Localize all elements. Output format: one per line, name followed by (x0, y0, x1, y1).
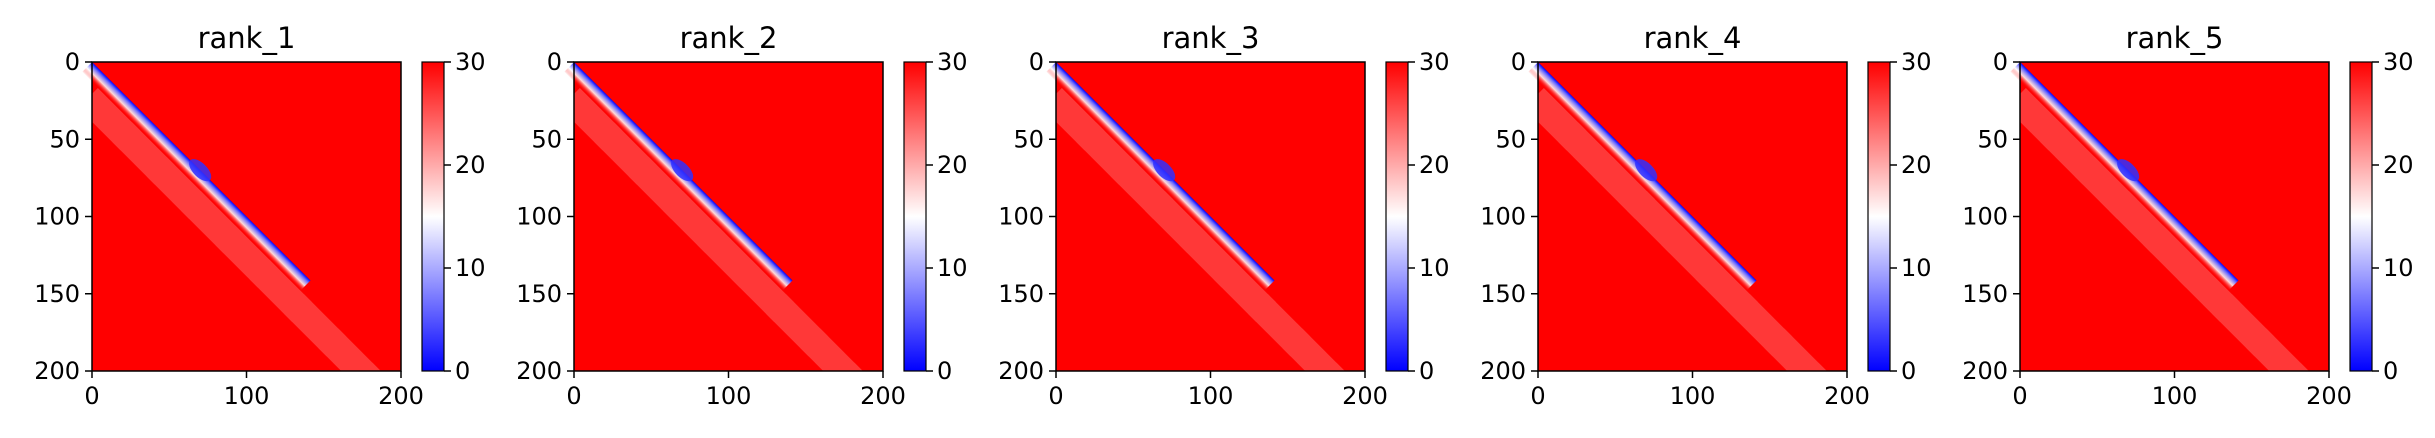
x-tick-label: 0 (2012, 382, 2027, 410)
y-tick-label: 150 (998, 280, 1044, 308)
colorbar-tick-label: 0 (937, 357, 952, 385)
colorbar-tick-label: 0 (1419, 357, 1434, 385)
y-tick-label: 200 (1962, 357, 2008, 385)
y-tick-label: 200 (998, 357, 1044, 385)
y-tick-label: 50 (49, 125, 80, 153)
colorbar-tick-label: 0 (2383, 357, 2398, 385)
colorbar-gradient (1867, 61, 1891, 372)
y-tick-label: 200 (516, 357, 562, 385)
y-tick-label: 150 (34, 280, 80, 308)
offdiag-haze (78, 88, 415, 425)
x-tick-label: 200 (1342, 382, 1388, 410)
y-tick-label: 100 (1962, 203, 2008, 231)
x-tick-label: 200 (1824, 382, 1870, 410)
x-tick-label: 0 (1530, 382, 1545, 410)
colorbar-tick-label: 10 (2383, 254, 2414, 282)
y-tick-label: 150 (516, 280, 562, 308)
panel-title: rank_1 (198, 21, 296, 55)
colorbar-gradient (2349, 61, 2373, 372)
diagonal-blob (2117, 159, 2140, 182)
offdiag-haze (560, 88, 897, 425)
y-tick-label: 0 (1511, 48, 1526, 76)
diagonal-band (82, 62, 311, 381)
colorbar-tick-label: 30 (455, 48, 486, 76)
y-tick-label: 0 (1029, 48, 1044, 76)
diagonal-band (564, 62, 793, 381)
y-tick-label: 50 (531, 125, 562, 153)
y-tick-label: 100 (1480, 203, 1526, 231)
offdiag-haze (1042, 88, 1379, 425)
y-tick-label: 150 (1480, 280, 1526, 308)
diagonal-blob (189, 159, 212, 182)
x-tick-label: 200 (860, 382, 906, 410)
diagonal-blob (1635, 159, 1658, 182)
y-tick-label: 0 (65, 48, 80, 76)
colorbar-tick-label: 30 (937, 48, 968, 76)
colorbar-tick-label: 0 (1901, 357, 1916, 385)
y-tick-label: 50 (1013, 125, 1044, 153)
colorbar-tick-label: 20 (937, 151, 968, 179)
x-tick-label: 100 (1670, 382, 1716, 410)
x-tick-label: 0 (84, 382, 99, 410)
y-tick-label: 0 (547, 48, 562, 76)
x-tick-label: 100 (706, 382, 752, 410)
colorbar-tick-label: 10 (1419, 254, 1450, 282)
colorbar: 0 10 20 30 (2349, 48, 2414, 385)
y-tick-label: 50 (1977, 125, 2008, 153)
y-tick-label: 200 (1480, 357, 1526, 385)
colorbar-tick-label: 0 (455, 357, 470, 385)
x-tick-label: 100 (1188, 382, 1234, 410)
diagonal-blob (671, 159, 694, 182)
y-tick-label: 150 (1962, 280, 2008, 308)
colorbar: 0 10 20 30 (1867, 48, 1932, 385)
colorbar-tick-label: 20 (1419, 151, 1450, 179)
x-tick-label: 100 (224, 382, 270, 410)
colorbar: 0 10 20 30 (1385, 48, 1450, 385)
x-tick-label: 100 (2152, 382, 2198, 410)
colorbar-tick-label: 10 (937, 254, 968, 282)
panel-title: rank_5 (2126, 21, 2224, 55)
x-tick-label: 0 (566, 382, 581, 410)
colorbar-gradient (421, 61, 445, 372)
x-tick-label: 0 (1048, 382, 1063, 410)
panel-title: rank_3 (1162, 21, 1260, 55)
offdiag-haze (1524, 88, 1861, 425)
y-tick-label: 0 (1993, 48, 2008, 76)
colorbar-gradient (903, 61, 927, 372)
y-tick-label: 100 (516, 203, 562, 231)
x-tick-label: 200 (2306, 382, 2352, 410)
diagonal-blob (1153, 159, 1176, 182)
y-tick-label: 100 (998, 203, 1044, 231)
offdiag-haze (2006, 88, 2343, 425)
colorbar-gradient (1385, 61, 1409, 372)
y-tick-label: 50 (1495, 125, 1526, 153)
x-tick-label: 200 (378, 382, 424, 410)
colorbar-tick-label: 20 (455, 151, 486, 179)
colorbar: 0 10 20 30 (903, 48, 968, 385)
colorbar-tick-label: 30 (2383, 48, 2414, 76)
colorbar-tick-label: 10 (1901, 254, 1932, 282)
colorbar-tick-label: 30 (1419, 48, 1450, 76)
panel-title: rank_2 (680, 21, 778, 55)
panel-title: rank_4 (1644, 21, 1742, 55)
colorbar: 0 10 20 30 (421, 48, 486, 385)
colorbar-tick-label: 30 (1901, 48, 1932, 76)
y-tick-label: 200 (34, 357, 80, 385)
y-tick-label: 100 (34, 203, 80, 231)
colorbar-tick-label: 20 (2383, 151, 2414, 179)
colorbar-tick-label: 20 (1901, 151, 1932, 179)
colorbar-tick-label: 10 (455, 254, 486, 282)
